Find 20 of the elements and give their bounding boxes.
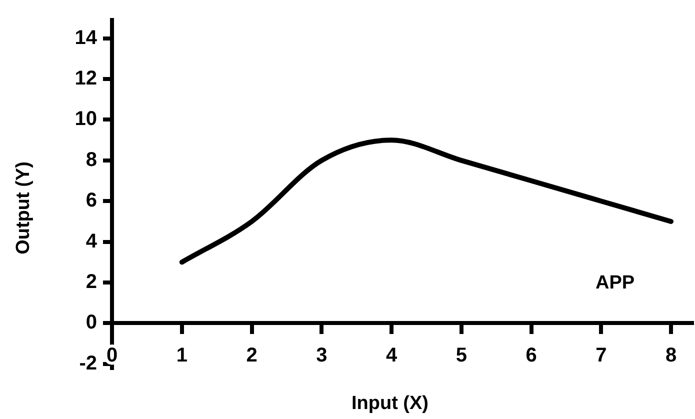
text: APP (595, 272, 635, 294)
y-tick-label: 8 (86, 148, 97, 171)
x-tick-label: 5 (456, 344, 467, 367)
y-tick-label: 4 (86, 230, 98, 252)
x-tick-label: 1 (176, 344, 188, 367)
y-tick-label: 2 (86, 271, 97, 294)
x-tick-label: 6 (526, 344, 537, 367)
y-axis-title: Output (Y) (13, 162, 35, 254)
x-tick-label: 4 (386, 344, 398, 367)
y-tick-label: 6 (86, 190, 97, 212)
y-tick-label: 12 (74, 68, 97, 90)
x-tick-label: 8 (665, 344, 677, 367)
y-tick-label: 0 (86, 312, 97, 334)
y-tick-label: 14 (74, 26, 98, 49)
x-tick-label: 2 (246, 344, 258, 367)
y-tick-label: 10 (74, 108, 97, 130)
y-tick-label: -2 (79, 352, 97, 374)
x-tick-label: 3 (316, 344, 328, 367)
x-tick-label: 7 (596, 344, 607, 367)
x-axis-title: Input (X) (351, 393, 429, 415)
